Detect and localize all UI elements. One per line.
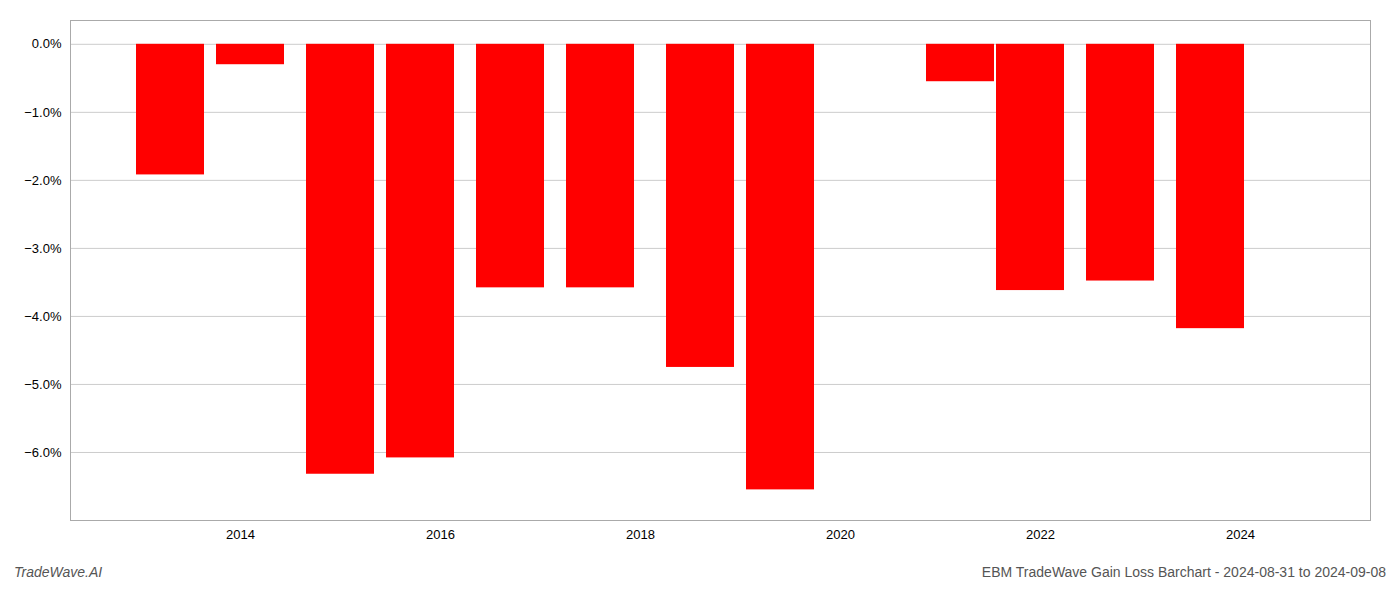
html-text:EBM TradeWave Gain Loss Barcha: EBM TradeWave Gain Loss Barchart - 2024-… xyxy=(981,564,1386,580)
svg-text:−3.0%: −3.0% xyxy=(24,241,62,256)
svg-text:−4.0%: −4.0% xyxy=(24,309,62,324)
svg-text:2022: 2022 xyxy=(1026,527,1055,542)
svg-text:2020: 2020 xyxy=(826,527,855,542)
svg-text:−1.0%: −1.0% xyxy=(24,104,62,119)
svg-text:2024: 2024 xyxy=(1226,527,1255,542)
svg-text:−2.0%: −2.0% xyxy=(24,173,62,188)
svg-text:2018: 2018 xyxy=(626,527,655,542)
html-text:TradeWave.AI: TradeWave.AI xyxy=(14,564,103,580)
svg-text:−5.0%: −5.0% xyxy=(24,377,62,392)
svg-text:2014: 2014 xyxy=(226,527,255,542)
svg-text:2016: 2016 xyxy=(426,527,455,542)
svg-text:−6.0%: −6.0% xyxy=(24,445,62,460)
svg-text:0.0%: 0.0% xyxy=(32,36,62,51)
